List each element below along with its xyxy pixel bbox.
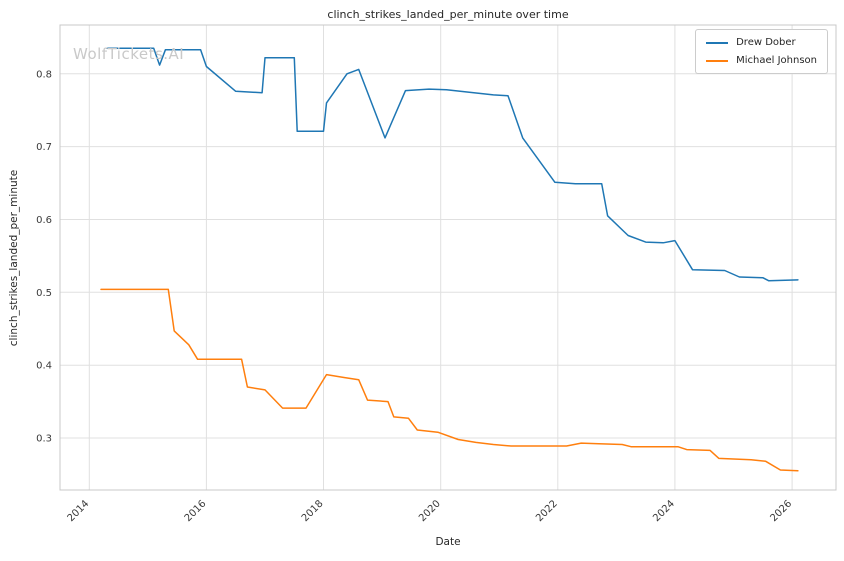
series-line-michael-johnson <box>100 288 799 472</box>
y-tick-label: 0.7 <box>36 142 52 153</box>
y-tick-label: 0.4 <box>36 361 52 372</box>
y-tick-label: 0.5 <box>36 288 52 299</box>
y-tick-label: 0.6 <box>36 215 52 226</box>
x-tick-label: 2018 <box>300 498 326 524</box>
series-line-drew-dober <box>106 47 799 282</box>
x-tick-label: 2026 <box>768 498 794 524</box>
legend-item-drew-dober: Drew Dober <box>706 37 817 48</box>
legend: Drew Dober Michael Johnson <box>695 29 828 74</box>
plot-border <box>59 24 837 491</box>
x-tick-label: 2014 <box>66 498 92 524</box>
chart-title: clinch_strikes_landed_per_minute over ti… <box>327 8 569 21</box>
legend-label-michael-johnson: Michael Johnson <box>736 55 817 66</box>
y-tick-label: 0.3 <box>36 434 52 445</box>
y-axis-label: clinch_strikes_landed_per_minute <box>8 169 20 347</box>
y-tick-label: 0.8 <box>36 69 52 80</box>
legend-item-michael-johnson: Michael Johnson <box>706 55 817 66</box>
legend-swatch-drew-dober <box>706 41 729 44</box>
x-tick-label: 2016 <box>183 498 209 524</box>
x-tick-label: 2020 <box>417 498 443 524</box>
x-tick-label: 2024 <box>651 498 677 524</box>
x-axis-label: Date <box>435 536 461 548</box>
legend-label-drew-dober: Drew Dober <box>736 37 796 48</box>
x-tick-label: 2022 <box>534 498 560 524</box>
legend-swatch-michael-johnson <box>706 59 729 62</box>
